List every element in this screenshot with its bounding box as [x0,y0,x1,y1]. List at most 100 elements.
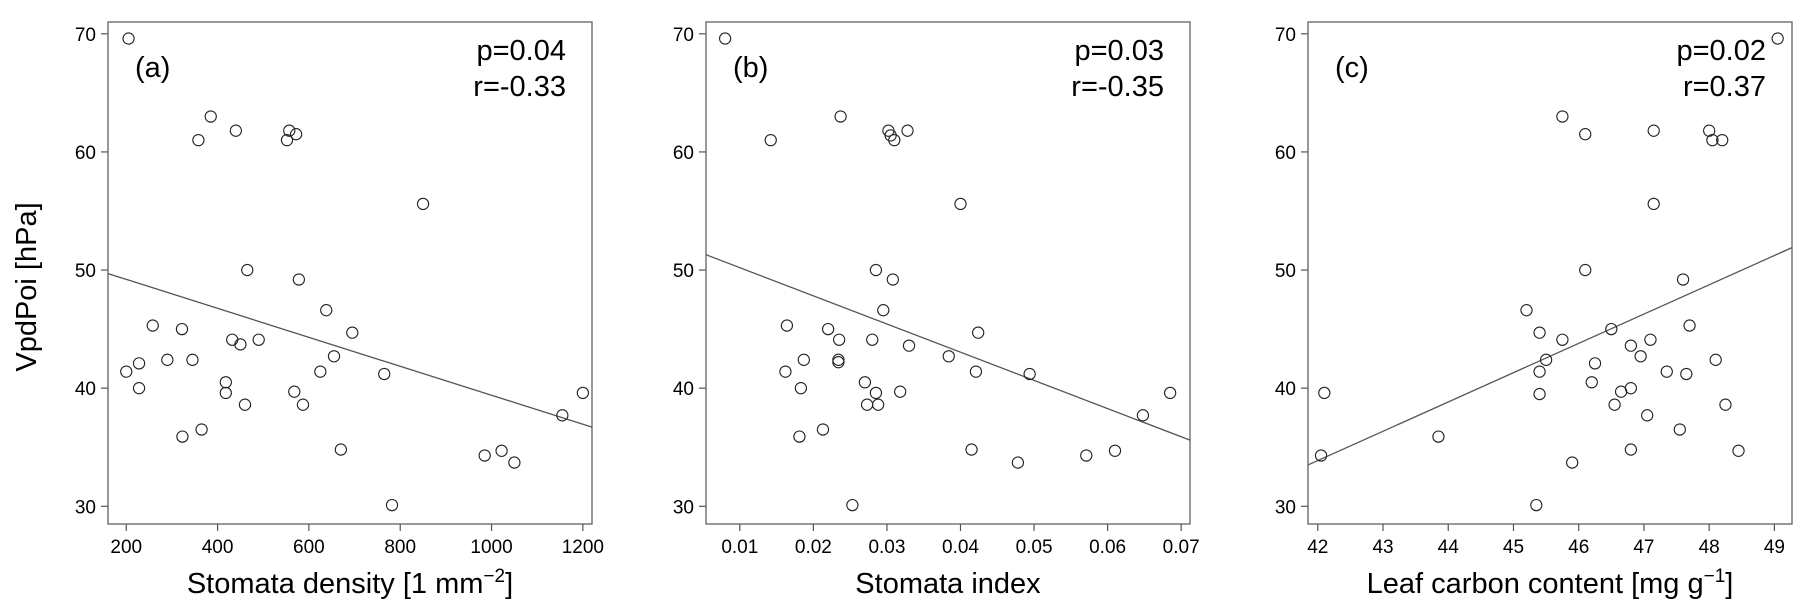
data-point [1566,456,1579,469]
data-point [219,376,232,389]
data-point [508,456,521,469]
data-point [385,498,399,512]
data-point [942,350,955,363]
data-point [1703,124,1716,137]
data-point [1644,333,1657,346]
data-point [195,423,208,436]
data-point [1673,423,1686,436]
data-point [797,353,810,366]
y-tick-label: 70 [1275,25,1296,46]
data-point [1771,32,1784,45]
data-point [1676,273,1690,286]
data-point [1634,350,1647,363]
data-point [186,353,199,366]
data-point [1706,133,1719,147]
data-point [320,304,333,317]
data-point [241,263,254,277]
data-point [175,322,189,336]
data-point [1432,430,1445,443]
chart-panel-3: 42 43 44 45 46 47 48 49 30 40 50 60 70 (c) p=0.02 r=0.3… [1275,21,1793,600]
chart-panel-2: 0.01 0.02 0.03 0.04 0.05 0.06 0.07 30 40 50 60 70 (b… [673,21,1200,600]
y-tick-label: 60 [75,143,96,164]
x-tick-label: 0.04 [942,537,979,558]
x-tick-label: 0.01 [721,537,758,558]
data-point [1585,376,1598,389]
data-point [1732,444,1745,457]
data-point [1520,304,1533,317]
data-point [234,338,247,351]
data-point [1647,197,1660,211]
data-point [161,353,174,366]
data-point [858,376,872,389]
x-axis-label: Leaf carbon content [mg g−1] [1367,566,1734,600]
x-tick-label: 0.03 [868,537,905,558]
data-point [954,197,967,211]
data-point [252,333,265,346]
data-point [877,304,890,317]
x-tick-label: 0.02 [795,537,832,558]
data-point [1608,398,1621,411]
x-axis-label: Stomata index [855,568,1041,600]
data-point [1579,263,1592,277]
data-point [834,110,847,123]
panel-label: (b) [733,52,768,84]
data-point [780,319,794,332]
y-tick-label: 70 [75,25,96,46]
data-point [1709,353,1722,366]
x-tick-label: 600 [293,537,325,558]
data-point [478,449,491,462]
data-point [219,386,232,400]
data-point [280,133,294,147]
panels: 200 400 600 800 1000 1200 30 40 50 60 70 (a) p=0.04 r… [75,21,1793,600]
data-point [226,333,239,346]
x-tick-label: 48 [1699,537,1720,558]
x-tick-label: 1000 [470,537,512,558]
y-tick-label: 40 [75,379,96,400]
data-point [832,353,845,366]
data-point [1660,365,1673,378]
p-value-label: p=0.03 [1074,35,1164,67]
data-point [1719,398,1732,411]
data-point [902,339,916,352]
r-value-label: r=-0.33 [473,71,566,103]
panel-label: (c) [1335,52,1369,84]
data-point [1533,326,1546,339]
data-point [1530,498,1543,512]
x-tick-label: 46 [1568,537,1589,558]
data-point [378,367,391,381]
y-tick-label: 30 [673,497,694,518]
data-point [288,385,301,398]
data-point [894,385,907,398]
x-tick-label: 47 [1633,537,1654,558]
y-tick-label: 30 [75,497,96,518]
data-point [1108,444,1122,457]
data-point [495,444,508,457]
y-tick-label: 60 [673,143,694,164]
data-point [793,430,806,443]
panel-label: (a) [135,52,170,84]
data-point [283,124,296,137]
x-tick-label: 43 [1372,537,1393,558]
data-point [1556,333,1569,346]
x-tick-label: 800 [384,537,416,558]
data-point [1647,124,1660,137]
y-tick-label: 50 [1275,261,1296,282]
y-tick-label: 30 [1275,497,1296,518]
data-point [779,365,792,378]
data-point [1136,409,1150,422]
data-point [327,350,341,363]
x-tick-label: 49 [1764,537,1785,558]
x-tick-label: 45 [1503,537,1524,558]
data-point [556,409,569,422]
plot-frame [1307,21,1793,525]
x-tick-label: 42 [1307,537,1328,558]
data-point [334,443,348,456]
x-tick-label: 44 [1438,537,1460,558]
data-point [832,333,846,346]
data-point [965,443,978,456]
plot-frame [107,21,593,525]
data-point [1533,387,1546,401]
data-point [1624,339,1638,352]
data-point [871,398,885,411]
x-tick-label: 0.07 [1163,537,1200,558]
